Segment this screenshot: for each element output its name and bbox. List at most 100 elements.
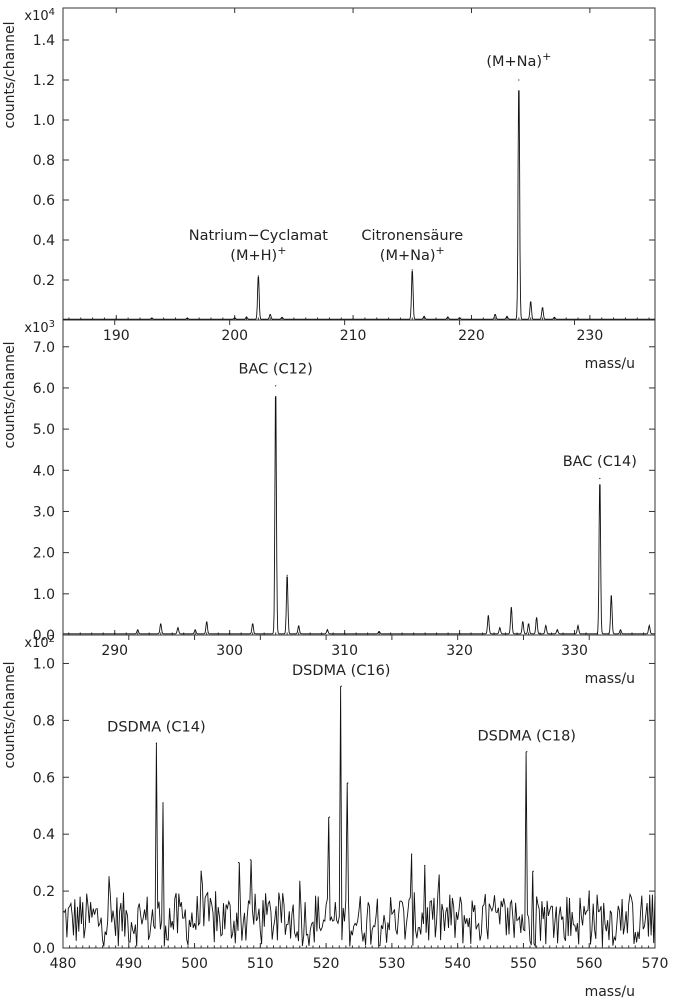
peak-point [610,595,612,597]
x-tick-label: 510 [247,956,274,972]
x-tick-label: 230 [577,328,604,344]
y-tick-label: 0.4 [33,827,55,843]
peak-point [238,862,240,864]
peak-point [162,802,164,804]
peak-point [252,624,254,626]
peak-point [532,870,534,872]
peak-annotation-text: (M+H) [230,248,277,264]
y-axis-label: counts/channel [2,22,18,129]
spectrum-line [63,90,655,320]
plot-frame [62,7,656,321]
y-tick-label: 6.0 [33,381,55,397]
y-tick-label: 1.0 [33,656,55,672]
plot-frame [62,319,656,636]
peak-point [298,626,300,628]
peak-point [499,628,501,630]
peak-point [245,317,248,319]
peak-annotation: (M+H)+ [230,244,286,264]
peak-annotation: BAC (C12) [239,362,313,378]
peak-point [194,630,196,632]
y-multiplier: x102 [24,634,55,651]
peak-point [206,622,208,624]
peak-point [494,314,496,316]
peak-point [155,742,158,744]
peak-point [510,607,512,609]
peak-point [619,630,622,632]
y-multiplier-exp: 2 [49,634,55,645]
y-tick-label: 4.0 [33,463,55,479]
peak-point [527,624,530,626]
y-multiplier: x104 [24,7,55,24]
y-multiplier-base: x10 [24,636,48,651]
peak-annotation-text: DSDMA (C18) [477,728,575,744]
peak-annotation-sup: + [277,244,286,257]
x-tick-label: 310 [331,643,358,659]
y-multiplier-base: x10 [24,321,48,336]
x-tick-label: 320 [446,643,473,659]
peak-point [599,477,601,480]
peak-point [378,631,380,634]
peak-annotation-text: BAC (C14) [563,454,637,470]
peak-point [186,318,188,320]
y-tick-label: 0.6 [33,193,55,209]
y-tick-label: 0.0 [33,628,55,644]
peak-point [160,624,162,626]
x-tick-label: 530 [379,956,406,972]
peak-point [249,859,252,861]
x-tick-label: 570 [642,956,669,972]
peak-annotation-text: (M+Na) [380,248,436,264]
peak-annotation-sup: + [542,50,551,63]
peak-point [108,876,110,878]
y-tick-label: 0.2 [33,884,55,900]
y-tick-label: 0.6 [33,770,55,786]
peak-point [506,316,508,318]
y-tick-label: 0.4 [33,233,55,249]
x-tick-label: 190 [103,328,130,344]
x-tick-label: 540 [444,956,471,972]
peak-annotation-text: BAC (C12) [239,362,313,378]
peak-point [541,307,544,309]
y-axis-label: counts/channel [2,662,18,769]
peak-point [545,626,547,628]
peak-annotation: Citronensäure [361,228,463,244]
x-tick-label: 520 [313,956,340,972]
y-tick-label: 2.0 [33,546,55,562]
peak-point [257,275,259,277]
peak-point [137,630,139,632]
y-tick-label: 1.4 [33,33,55,49]
spectrum-panel-3: 480 490 500 510 520 530 540 550 560 570 0.0 0.2 0.4 0… [2,634,668,1000]
peak-point [411,853,413,855]
y-tick-label: 0.2 [33,273,55,289]
peak-point [269,314,271,316]
peak-point [518,79,520,81]
peak-point [588,890,590,892]
y-tick-label: 3.0 [33,504,55,520]
peak-point [326,630,328,632]
y-multiplier-exp: 3 [49,319,55,330]
peak-annotation: (M+Na)+ [486,50,551,70]
peak-point [447,317,449,319]
peak-point [522,622,524,624]
x-tick-label: 210 [340,328,367,344]
peak-point [526,751,528,753]
peak-annotation: DSDMA (C16) [292,663,390,679]
y-multiplier-base: x10 [24,9,48,24]
peak-annotation-text: Citronensäure [361,228,463,244]
x-tick-label: 300 [216,643,243,659]
peak-annotation: DSDMA (C14) [107,720,205,736]
peak-point [151,318,153,320]
spectrum-panel-2: 290 300 310 320 330 0.0 1.0 2.0 3.0 4.0 5.0 6.0 7.0 x… [2,319,656,687]
peak-annotation-text: Natrium−Cyclamat [189,228,328,244]
x-axis-label: mass/u [585,356,635,372]
x-tick-label: 500 [181,956,208,972]
peak-annotation-text: DSDMA (C16) [292,663,390,679]
spectrum-panel-1: 190 200 210 220 2300.20.40.60.81.01.21.4x104… [2,7,656,372]
peak-point [177,628,179,630]
y-multiplier: x103 [24,319,55,336]
peak-point [234,317,236,319]
y-tick-label: 5.0 [33,422,55,438]
peak-annotation-text: DSDMA (C14) [107,720,205,736]
x-tick-label: 560 [576,956,603,972]
x-tick-label: 220 [458,328,485,344]
peak-annotation: BAC (C14) [563,454,637,470]
